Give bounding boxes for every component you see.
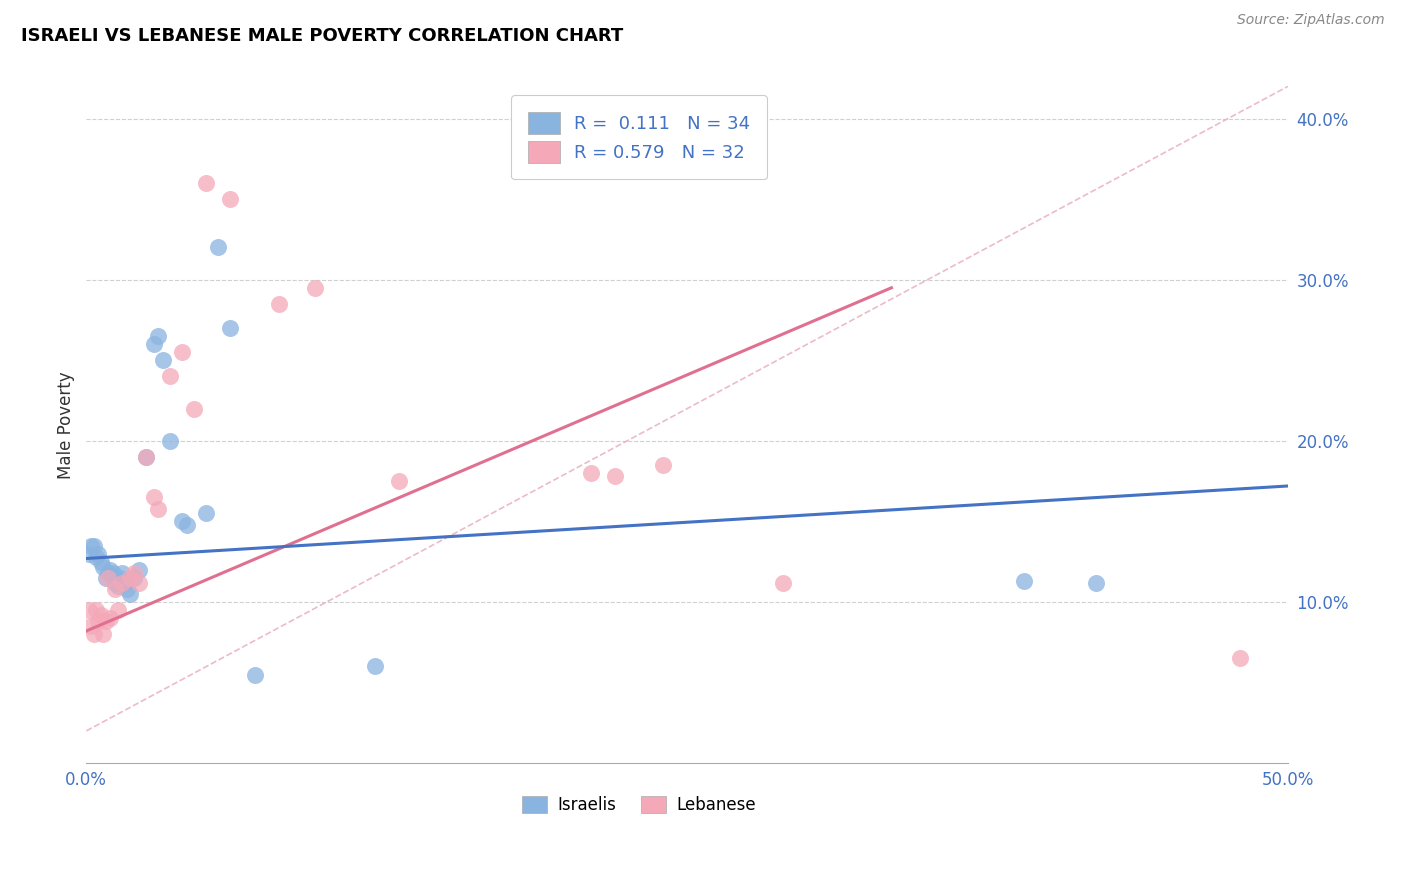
Y-axis label: Male Poverty: Male Poverty [58, 371, 75, 478]
Point [97, 566, 120, 580]
Point [101, 566, 124, 580]
Point [142, 337, 165, 351]
Point [108, 571, 131, 585]
Point [152, 353, 174, 368]
Point [124, 571, 146, 585]
Point [195, 176, 218, 190]
Point [124, 566, 146, 580]
Point [118, 571, 141, 585]
Point [107, 579, 129, 593]
Point [1012, 574, 1035, 588]
Point [1229, 651, 1251, 665]
Point [84, 549, 107, 564]
Point [142, 490, 165, 504]
Point [118, 587, 141, 601]
Point [148, 501, 170, 516]
Point [80, 539, 103, 553]
Point [104, 582, 127, 596]
Point [159, 434, 181, 448]
Point [172, 515, 194, 529]
Point [195, 507, 218, 521]
Point [243, 667, 266, 681]
Point [111, 575, 134, 590]
Legend: Israelis, Lebanese: Israelis, Lebanese [515, 788, 763, 822]
Point [128, 563, 150, 577]
Point [183, 401, 205, 416]
Point [1084, 575, 1107, 590]
Point [104, 575, 127, 590]
Point [207, 240, 229, 254]
Point [304, 281, 326, 295]
Point [107, 603, 129, 617]
Point [603, 469, 626, 483]
Point [98, 563, 121, 577]
Point [94, 615, 117, 629]
Point [83, 539, 105, 553]
Text: ISRAELI VS LEBANESE MALE POVERTY CORRELATION CHART: ISRAELI VS LEBANESE MALE POVERTY CORRELA… [21, 27, 623, 45]
Point [87, 615, 110, 629]
Point [90, 555, 112, 569]
Point [652, 458, 675, 472]
Point [219, 192, 242, 206]
Point [91, 627, 114, 641]
Point [97, 571, 120, 585]
Point [114, 575, 136, 590]
Point [94, 571, 117, 585]
Point [84, 603, 107, 617]
Point [98, 611, 121, 625]
Point [267, 297, 290, 311]
Point [77, 547, 100, 561]
Point [159, 369, 181, 384]
Point [148, 329, 170, 343]
Point [135, 450, 157, 464]
Point [111, 566, 134, 580]
Point [115, 582, 138, 596]
Point [77, 603, 100, 617]
Text: Source: ZipAtlas.com: Source: ZipAtlas.com [1237, 13, 1385, 28]
Point [219, 321, 242, 335]
Point [91, 559, 114, 574]
Point [172, 345, 194, 359]
Point [579, 466, 602, 480]
Point [388, 474, 411, 488]
Point [772, 575, 794, 590]
Point [90, 607, 112, 622]
Point [176, 517, 198, 532]
Point [87, 547, 110, 561]
Point [363, 659, 385, 673]
Point [80, 619, 103, 633]
Point [135, 450, 157, 464]
Point [128, 575, 150, 590]
Point [83, 627, 105, 641]
